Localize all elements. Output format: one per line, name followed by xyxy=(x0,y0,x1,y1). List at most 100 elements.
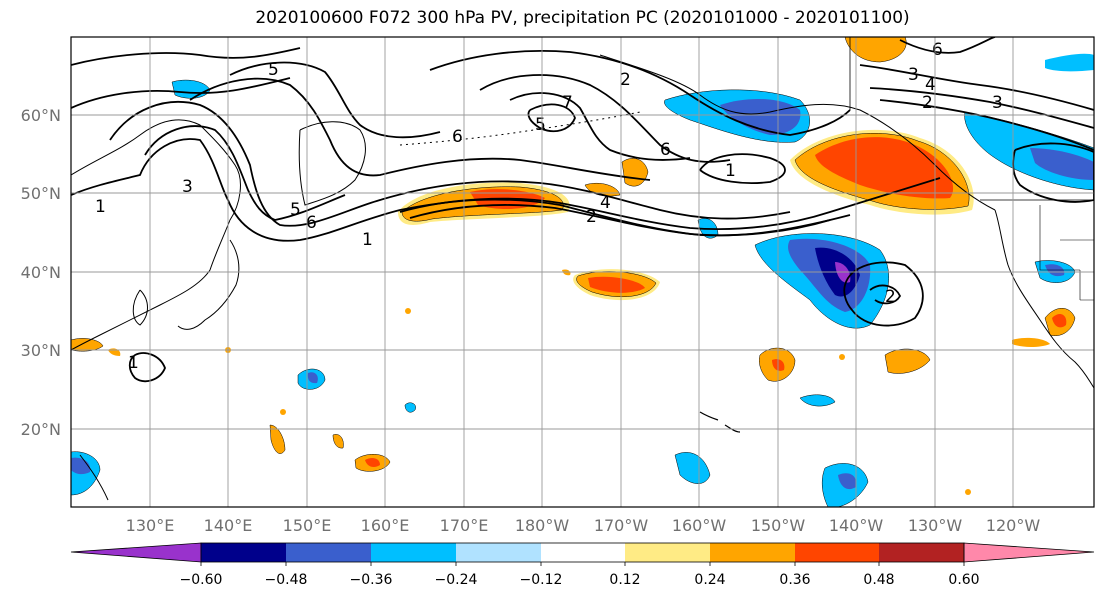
colorbar-extend-high xyxy=(963,542,1095,563)
north-america-coastline xyxy=(994,209,1094,389)
colorbar-segment xyxy=(201,543,286,562)
lon-label: 130°E xyxy=(126,516,175,535)
lon-label: 160°W xyxy=(672,516,727,535)
lon-label: 150°E xyxy=(283,516,332,535)
pv-contour-line xyxy=(869,87,1094,129)
colorbar-tick-label: −0.36 xyxy=(350,572,393,588)
colorbar-segment xyxy=(795,543,879,562)
pv-contour-line xyxy=(429,50,851,136)
contour-label: 3 xyxy=(908,65,919,85)
pos-anomaly-area xyxy=(280,409,286,415)
neg-anomaly-area xyxy=(404,402,416,413)
colorbar-tick-label: 0.36 xyxy=(779,572,810,588)
contour-label: 6 xyxy=(932,40,943,60)
colorbar-extend-low xyxy=(70,542,202,563)
asia-coastline xyxy=(71,119,241,351)
pos-anomaly-area xyxy=(839,354,845,360)
pos-anomaly-area xyxy=(365,457,380,468)
contour-label: 2 xyxy=(885,287,896,307)
lon-label: 160°E xyxy=(361,516,410,535)
colorbar-tick-label: 0.48 xyxy=(863,572,894,588)
pos-anomaly-area xyxy=(588,276,645,293)
lat-label: 30°N xyxy=(21,341,61,360)
lat-label: 20°N xyxy=(21,420,61,439)
pos-anomaly-area xyxy=(965,489,971,495)
pos-anomaly-area xyxy=(884,348,931,374)
pv-contour-line xyxy=(699,153,786,184)
contour-label: 1 xyxy=(362,230,373,250)
pv-contour-line xyxy=(71,77,291,109)
colorbar-segment xyxy=(625,543,710,562)
negative-precip-shading xyxy=(71,53,1094,507)
contour-label: 1 xyxy=(95,197,106,217)
korea-coastline xyxy=(132,289,148,326)
pv-contour-line xyxy=(409,204,831,237)
pv-contour-line xyxy=(71,47,301,66)
contour-label: 5 xyxy=(268,60,279,80)
map-title: 2020100600 F072 300 hPa PV, precipitatio… xyxy=(255,8,910,28)
pos-anomaly-area xyxy=(269,424,286,454)
pv-contour-line xyxy=(229,61,441,139)
contour-label: 1 xyxy=(128,353,139,373)
contour-label: 6 xyxy=(660,140,671,160)
philippines-coastline xyxy=(79,454,109,501)
pv-contour-line xyxy=(859,64,1094,111)
longitude-labels: 130°E 140°E 150°E 160°E 170°E 180°W 170°… xyxy=(126,516,1041,535)
colorbar-segment xyxy=(456,543,541,562)
contour-label: 6 xyxy=(306,213,317,233)
lon-label: 130°W xyxy=(908,516,963,535)
contour-label: 2 xyxy=(620,70,631,90)
neg-anomaly-area xyxy=(1045,53,1094,72)
aleutian-arc xyxy=(399,111,641,146)
colorbar-segment xyxy=(879,543,964,562)
colorbar: −0.60 −0.48 −0.36 −0.24 −0.12 0.12 0.24 … xyxy=(70,542,1095,588)
lon-label: 140°W xyxy=(829,516,884,535)
pv-contour-line xyxy=(399,177,941,231)
lon-label: 180°W xyxy=(515,516,570,535)
pos-anomaly-area xyxy=(71,338,104,352)
neg-anomaly-area xyxy=(838,473,857,490)
colorbar-segment xyxy=(371,543,456,562)
gridlines xyxy=(71,37,1094,507)
colorbar-tick-label: 0.12 xyxy=(609,572,640,588)
coastlines xyxy=(71,37,1094,501)
colorbar-segment xyxy=(541,543,625,562)
colorbar-segment xyxy=(710,543,795,562)
state-borders xyxy=(1039,205,1094,301)
neg-anomaly-area xyxy=(1030,148,1094,180)
contour-label: 2 xyxy=(586,207,597,227)
colorbar-tick-label: −0.60 xyxy=(180,572,223,588)
lon-label: 140°E xyxy=(204,516,253,535)
pv-contours xyxy=(71,37,1094,382)
colorbar-tick-label: −0.24 xyxy=(435,572,478,588)
pos-anomaly-area xyxy=(815,137,954,199)
lat-label: 60°N xyxy=(21,106,61,125)
contour-label: 2 xyxy=(922,93,933,113)
contour-label: 5 xyxy=(535,115,546,135)
pv-contour-line xyxy=(843,261,924,327)
contour-label: 1 xyxy=(725,161,736,181)
pv-contour-line xyxy=(109,101,791,227)
lon-label: 120°W xyxy=(986,516,1041,535)
contour-label: 4 xyxy=(925,75,936,95)
lon-label: 170°W xyxy=(594,516,649,535)
colorbar-tick-label: −0.48 xyxy=(265,572,308,588)
pos-anomaly-area xyxy=(332,434,344,449)
colorbar-frame xyxy=(200,542,965,563)
pv-contour-line xyxy=(869,284,902,305)
neg-anomaly-area xyxy=(720,98,801,135)
neg-anomaly-area xyxy=(307,372,318,384)
latitude-labels: 60°N 50°N 40°N 30°N 20°N xyxy=(21,106,61,439)
lon-label: 150°W xyxy=(751,516,806,535)
lat-label: 50°N xyxy=(21,184,61,203)
pv-contour-line xyxy=(527,103,576,132)
colorbar-ticks xyxy=(200,562,965,566)
pv-contour-line xyxy=(144,125,346,221)
pv-contour-line xyxy=(899,37,996,54)
colorbar-tick-label: −0.12 xyxy=(520,572,563,588)
pv-contour-line xyxy=(1012,142,1094,203)
neg-anomaly-area xyxy=(674,452,711,484)
contour-label: 3 xyxy=(992,93,1003,113)
lon-label: 170°E xyxy=(440,516,489,535)
